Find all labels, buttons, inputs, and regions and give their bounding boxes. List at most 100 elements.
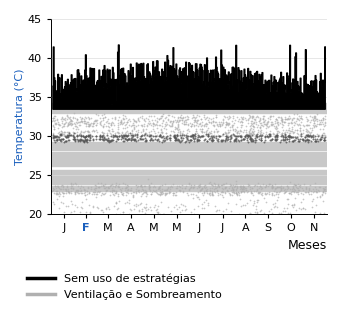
Point — [167, 137, 172, 142]
Point — [290, 129, 295, 134]
Point — [162, 115, 168, 120]
Point — [131, 195, 136, 200]
Point — [238, 129, 244, 134]
Point — [154, 132, 160, 137]
Point — [106, 139, 111, 144]
Point — [238, 138, 244, 143]
Point — [99, 207, 104, 212]
Point — [286, 134, 291, 139]
Point — [57, 190, 62, 195]
Point — [290, 116, 296, 121]
Point — [133, 190, 139, 195]
Point — [134, 132, 140, 137]
Point — [308, 117, 314, 122]
Point — [225, 188, 231, 193]
Point — [167, 186, 172, 191]
Point — [282, 135, 288, 140]
Point — [127, 131, 132, 135]
Point — [306, 128, 311, 133]
Point — [265, 190, 270, 195]
Point — [52, 134, 58, 139]
Point — [194, 119, 199, 124]
Point — [101, 135, 107, 140]
Point — [130, 122, 135, 127]
Point — [125, 131, 131, 135]
Point — [150, 138, 155, 143]
Point — [273, 186, 278, 191]
Point — [182, 121, 187, 126]
Point — [157, 117, 162, 122]
Point — [127, 119, 133, 124]
Point — [160, 191, 165, 196]
Point — [318, 122, 324, 126]
Point — [55, 196, 60, 201]
Point — [142, 131, 147, 136]
Point — [301, 122, 306, 127]
Point — [280, 186, 286, 191]
Point — [53, 191, 58, 196]
Point — [124, 187, 129, 192]
Point — [70, 137, 76, 142]
Point — [114, 190, 119, 195]
Point — [235, 184, 240, 189]
Point — [150, 188, 156, 193]
Point — [230, 122, 236, 127]
Point — [316, 187, 321, 192]
Point — [241, 185, 246, 190]
Point — [179, 116, 184, 121]
Point — [118, 189, 124, 194]
Point — [243, 185, 249, 190]
Point — [312, 181, 318, 186]
Point — [270, 113, 276, 118]
Point — [208, 182, 214, 187]
Point — [76, 183, 81, 188]
Point — [227, 183, 233, 188]
Point — [65, 121, 71, 126]
Point — [129, 137, 134, 142]
Point — [299, 116, 304, 121]
Point — [245, 117, 250, 122]
Point — [210, 190, 215, 195]
Point — [280, 134, 286, 139]
Point — [173, 185, 179, 190]
Point — [109, 186, 115, 191]
Point — [217, 191, 223, 196]
Point — [257, 121, 263, 126]
Point — [99, 190, 105, 195]
Point — [144, 124, 150, 129]
Point — [64, 186, 69, 191]
Point — [138, 182, 144, 187]
Point — [248, 127, 253, 132]
Point — [179, 132, 184, 137]
Point — [53, 121, 58, 126]
Point — [73, 191, 78, 196]
Point — [238, 189, 244, 194]
Point — [231, 113, 236, 118]
Point — [305, 138, 311, 143]
Point — [105, 132, 110, 137]
Point — [207, 131, 213, 136]
Point — [225, 123, 231, 128]
Point — [266, 124, 272, 129]
Point — [62, 117, 67, 122]
Point — [247, 197, 252, 202]
Point — [98, 184, 104, 188]
Point — [263, 129, 269, 134]
Point — [138, 212, 144, 217]
Point — [195, 134, 200, 139]
Point — [85, 129, 91, 134]
Point — [140, 136, 145, 141]
Point — [159, 188, 165, 193]
Point — [64, 113, 69, 117]
Point — [263, 183, 269, 188]
Point — [241, 128, 246, 133]
Point — [205, 131, 210, 136]
Point — [194, 185, 199, 190]
Point — [165, 185, 171, 190]
Point — [173, 193, 178, 198]
Point — [140, 127, 145, 132]
Point — [57, 192, 63, 197]
Point — [97, 134, 103, 139]
Point — [100, 137, 105, 142]
Point — [219, 193, 224, 198]
